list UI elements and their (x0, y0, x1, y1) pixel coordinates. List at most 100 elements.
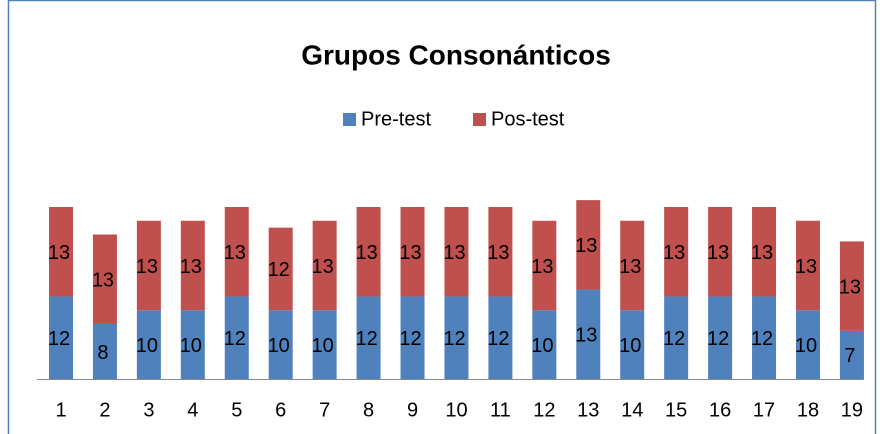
bar-segment (268, 310, 293, 379)
x-tick-label: 1 (55, 399, 66, 421)
bar-segment (312, 220, 337, 311)
bar-segment (49, 296, 73, 379)
x-tick-label: 18 (797, 399, 819, 421)
bar-segment (664, 296, 689, 379)
bar-segment (180, 310, 205, 379)
bar-segment (224, 296, 249, 379)
data-label: 10 (180, 335, 202, 357)
data-label: 13 (92, 270, 114, 292)
bar-segment (136, 310, 161, 379)
bar-segment (180, 220, 205, 311)
bar-segment (576, 289, 601, 379)
data-label: 13 (487, 242, 509, 264)
data-label: 13 (180, 256, 202, 278)
bar-segment (400, 207, 425, 297)
x-tick-label: 19 (841, 399, 863, 421)
legend-swatch (343, 113, 356, 126)
data-label: 10 (312, 335, 334, 357)
data-label: 13 (751, 242, 773, 264)
data-label: 13 (531, 256, 553, 278)
legend-label: Pos-test (491, 108, 565, 130)
bar-segment (92, 234, 117, 324)
data-label: 13 (575, 235, 597, 257)
bar-segment (356, 296, 381, 379)
bar-segment (620, 310, 645, 379)
bar-segment (49, 207, 73, 297)
data-label: 10 (795, 335, 817, 357)
bar-segment (356, 207, 381, 297)
data-label: 13 (663, 242, 685, 264)
bar-segment (268, 227, 293, 311)
bar-segment (752, 207, 777, 297)
data-label: 12 (707, 328, 729, 350)
bar-segment (400, 296, 425, 379)
data-label: 12 (663, 328, 685, 350)
bar-segment (92, 323, 117, 379)
data-label: 13 (136, 256, 158, 278)
x-tick-label: 4 (187, 399, 198, 421)
bar-segment (576, 200, 601, 290)
x-tick-label: 10 (445, 399, 467, 421)
data-label: 13 (312, 256, 334, 278)
x-tick-label: 5 (231, 399, 242, 421)
data-label: 13 (399, 242, 421, 264)
data-label: 12 (399, 328, 421, 350)
bar-segment (532, 220, 557, 311)
bar-segment (444, 296, 469, 379)
bar-segment (664, 207, 689, 297)
data-label: 12 (751, 328, 773, 350)
data-label: 10 (136, 335, 158, 357)
data-label: 13 (224, 242, 246, 264)
x-tick-label: 12 (533, 399, 555, 421)
data-label: 12 (268, 259, 290, 281)
data-label: 13 (707, 242, 729, 264)
data-label: 13 (839, 276, 861, 298)
bar-segment (708, 207, 733, 297)
data-label: 13 (619, 256, 641, 278)
x-tick-label: 2 (99, 399, 110, 421)
x-tick-label: 8 (363, 399, 374, 421)
data-label: 12 (355, 328, 377, 350)
bar-segment (795, 310, 820, 379)
bar-segment (444, 207, 469, 297)
bar-segment (620, 220, 645, 311)
x-tick-label: 17 (753, 399, 775, 421)
data-label: 10 (268, 335, 290, 357)
data-label: 12 (443, 328, 465, 350)
data-label: 12 (224, 328, 246, 350)
bar-segment (839, 330, 864, 379)
bar-segment (795, 220, 820, 311)
bar-segment (708, 296, 733, 379)
data-label: 13 (575, 325, 597, 347)
x-tick-label: 13 (577, 399, 599, 421)
bar-segment (488, 207, 513, 297)
x-tick-label: 6 (275, 399, 286, 421)
data-label: 8 (97, 342, 108, 364)
bar-segment (136, 220, 161, 311)
bar-segment (752, 296, 777, 379)
data-label: 13 (355, 242, 377, 264)
x-tick-label: 14 (621, 399, 643, 421)
bar-segment (532, 310, 557, 379)
x-tick-label: 7 (319, 399, 330, 421)
data-label: 10 (619, 335, 641, 357)
bar-segment (488, 296, 513, 379)
x-tick-label: 3 (143, 399, 154, 421)
x-tick-label: 15 (665, 399, 687, 421)
legend-swatch (473, 113, 486, 126)
x-tick-label: 16 (709, 399, 731, 421)
data-label: 7 (844, 345, 855, 367)
legend-label: Pre-test (361, 108, 431, 130)
chart-title: Grupos Consonánticos (301, 39, 611, 70)
x-tick-label: 11 (490, 399, 511, 421)
bar-segment (839, 241, 864, 331)
x-tick-label: 9 (407, 399, 418, 421)
bar-segment (312, 310, 337, 379)
data-label: 13 (795, 256, 817, 278)
data-label: 12 (48, 328, 70, 350)
data-label: 13 (443, 242, 465, 264)
bar-segment (224, 207, 249, 297)
data-label: 10 (531, 335, 553, 357)
